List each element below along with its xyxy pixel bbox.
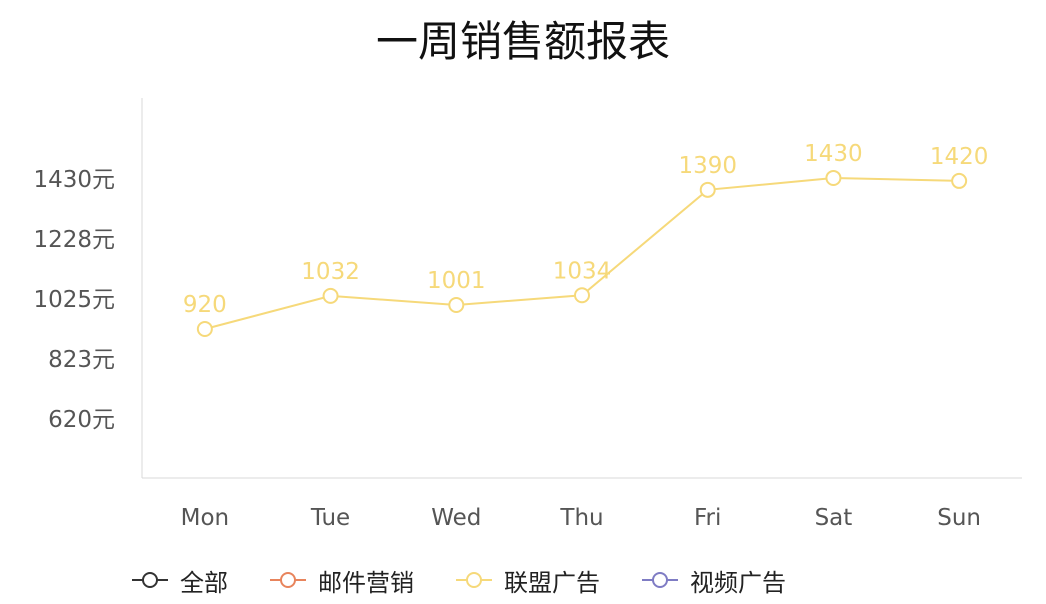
- data-point: [575, 288, 589, 302]
- x-tick-label: Wed: [431, 505, 481, 531]
- data-point: [449, 298, 463, 312]
- legend-line-circle-icon: [130, 568, 170, 592]
- y-tick-label: 823元: [48, 347, 115, 373]
- data-label: 1001: [427, 268, 486, 294]
- series-line: [205, 178, 959, 329]
- data-label: 1430: [804, 141, 863, 167]
- legend-label: 视频广告: [690, 563, 786, 598]
- line-chart: 620元 823元 1025元 1228元 1430元 Mon Tue Wed Thu Fri Sa…: [0, 0, 1046, 560]
- legend-item[interactable]: 视频广告: [640, 563, 786, 598]
- legend-line-circle-icon: [268, 568, 308, 592]
- legend-item[interactable]: 邮件营销: [268, 563, 414, 598]
- data-label: 1032: [301, 259, 360, 285]
- data-point: [324, 289, 338, 303]
- data-label: 920: [183, 292, 227, 318]
- data-point: [198, 322, 212, 336]
- legend-label: 邮件营销: [318, 563, 414, 598]
- x-tick-label: Sun: [937, 505, 981, 531]
- y-tick-label: 1228元: [33, 227, 115, 253]
- legend-item[interactable]: 联盟广告: [454, 563, 600, 598]
- data-point: [826, 171, 840, 185]
- legend-item[interactable]: 全部: [130, 563, 228, 598]
- legend-label: 全部: [180, 563, 228, 598]
- y-tick-label: 1025元: [33, 287, 115, 313]
- data-label: 1420: [930, 144, 989, 170]
- x-tick-label: Thu: [559, 505, 603, 531]
- x-tick-label: Sat: [815, 505, 853, 531]
- legend-line-circle-icon: [454, 568, 494, 592]
- legend-label: 联盟广告: [504, 563, 600, 598]
- y-tick-label: 1430元: [33, 167, 115, 193]
- x-tick-label: Tue: [310, 505, 350, 531]
- y-tick-label: 620元: [48, 407, 115, 433]
- chart-legend: 全部 邮件营销 联盟广告 视频广告: [0, 560, 1046, 600]
- legend-line-circle-icon: [640, 568, 680, 592]
- x-tick-label: Mon: [181, 505, 230, 531]
- data-point: [952, 174, 966, 188]
- x-tick-label: Fri: [694, 505, 721, 531]
- data-point: [701, 183, 715, 197]
- data-label: 1034: [553, 258, 612, 284]
- data-label: 1390: [678, 153, 737, 179]
